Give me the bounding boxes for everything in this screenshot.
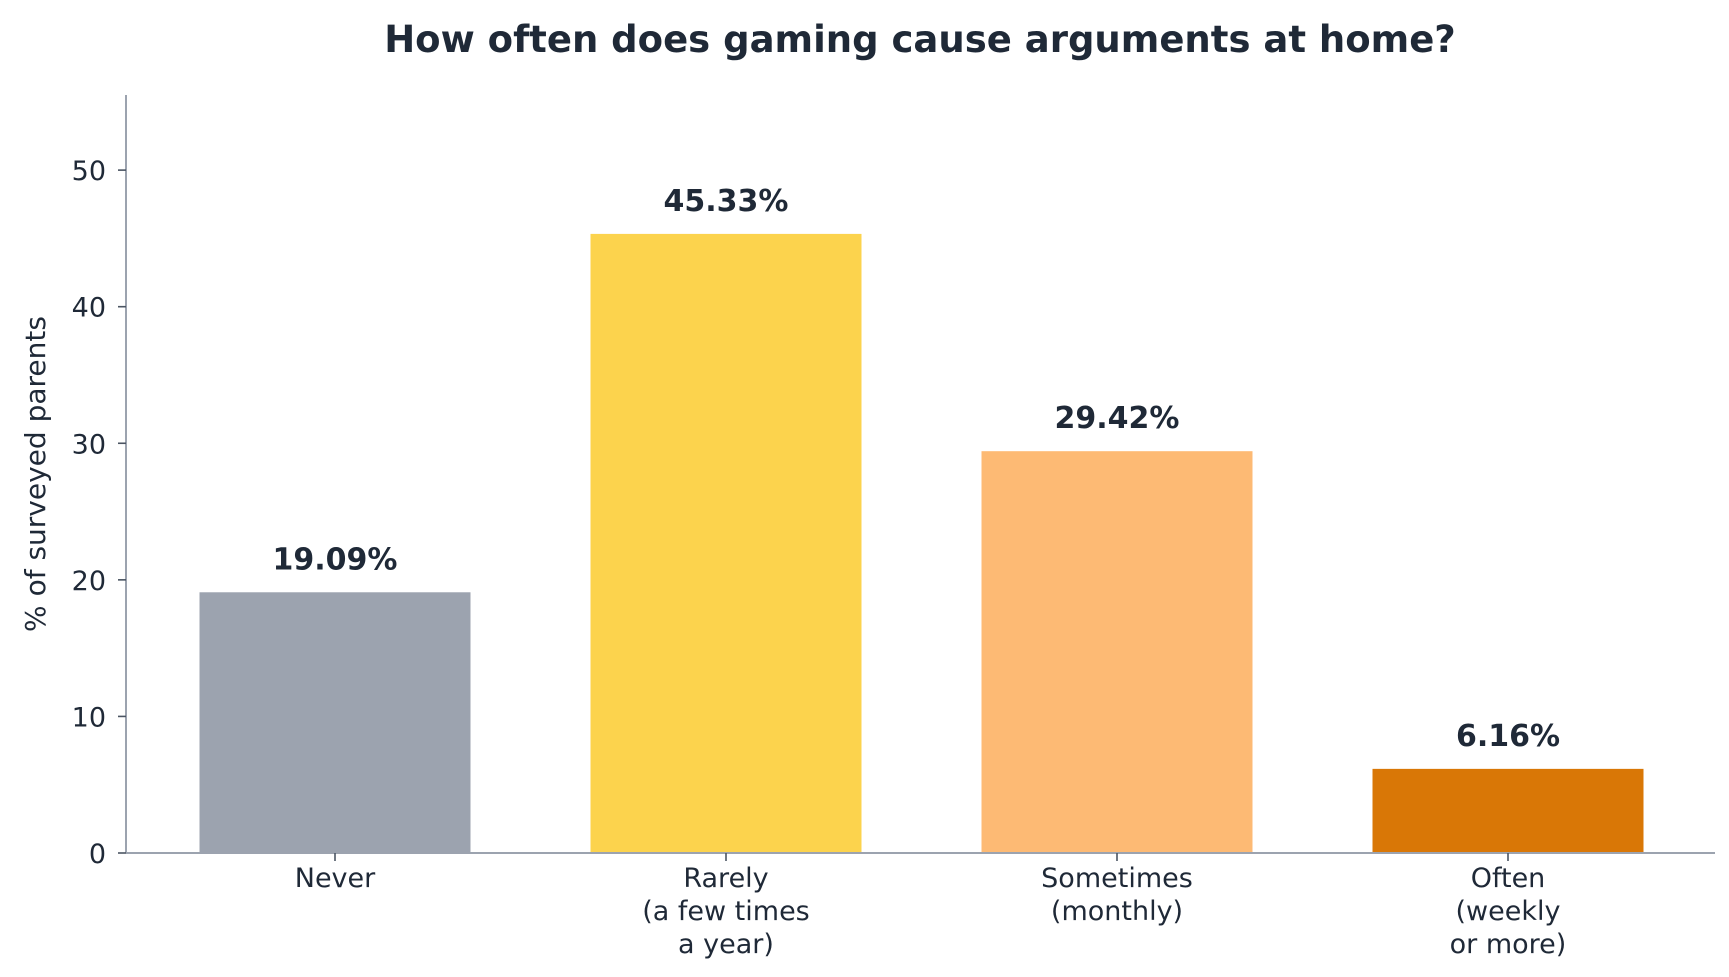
x-tick-label-line: (a few times <box>642 896 810 927</box>
x-tick-label-line: a year) <box>678 929 774 960</box>
data-label: 19.09% <box>273 542 398 577</box>
bar <box>590 233 862 853</box>
data-label: 6.16% <box>1456 719 1560 754</box>
x-tick-label: Rarely (a few times a year) <box>642 863 810 960</box>
bar <box>199 592 471 853</box>
plot-area: 19.09% 45.33% 29.42% 6.16% 0 10 20 30 40 50 Neve… <box>72 95 1715 960</box>
x-axis-labels: Never Rarely (a few times a year)Sometimes(… <box>295 853 1567 960</box>
x-tick-label: Sometimes (monthly) <box>1041 863 1193 927</box>
x-tick-label: Often (weekly or more) <box>1450 863 1567 960</box>
data-label: 45.33% <box>664 184 789 219</box>
x-tick-label-line: Never <box>295 863 376 894</box>
bars <box>199 233 1644 853</box>
bar <box>981 451 1253 853</box>
y-axis-label: % of surveyed parents <box>19 316 52 632</box>
bar <box>1372 768 1644 853</box>
x-tick-label-line: Sometimes <box>1041 863 1193 894</box>
x-tick-label-line: Often <box>1471 863 1546 894</box>
y-tick-label: 10 <box>72 702 106 733</box>
y-tick-label: 20 <box>72 566 106 597</box>
x-tick-label-line: (monthly) <box>1051 896 1183 927</box>
x-tick-label-line: Rarely <box>683 863 768 894</box>
x-tick-label-line: (weekly <box>1456 896 1561 927</box>
y-tick-label: 40 <box>72 293 106 324</box>
y-axis-ticks: 0 10 20 30 40 50 <box>72 156 126 870</box>
data-labels: 19.09% 45.33% 29.42% 6.16% <box>273 184 1561 754</box>
x-tick-label: Never <box>295 863 376 894</box>
data-label: 29.42% <box>1055 401 1180 436</box>
x-tick-label-line: or more) <box>1450 929 1567 960</box>
chart-title: How often does gaming cause arguments at… <box>384 18 1456 61</box>
y-tick-label: 0 <box>89 839 106 870</box>
y-tick-label: 50 <box>72 156 106 187</box>
y-tick-label: 30 <box>72 429 106 460</box>
